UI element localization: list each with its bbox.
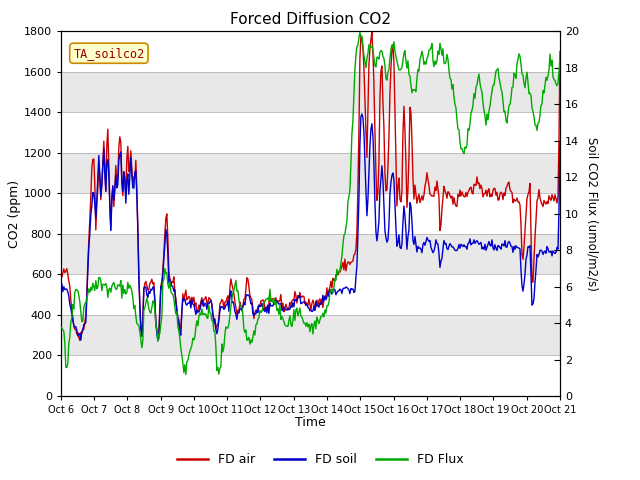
Y-axis label: CO2 (ppm): CO2 (ppm)	[8, 180, 21, 248]
X-axis label: Time: Time	[295, 417, 326, 430]
Text: TA_soilco2: TA_soilco2	[73, 47, 145, 60]
Bar	[61, 315, 560, 356]
Bar	[61, 234, 560, 275]
Y-axis label: Soil CO2 Flux (umol/m2/s): Soil CO2 Flux (umol/m2/s)	[586, 137, 598, 290]
Legend: FD air, FD soil, FD Flux: FD air, FD soil, FD Flux	[172, 448, 468, 471]
Bar	[61, 153, 560, 193]
Title: Forced Diffusion CO2: Forced Diffusion CO2	[230, 12, 391, 27]
Bar	[61, 72, 560, 112]
